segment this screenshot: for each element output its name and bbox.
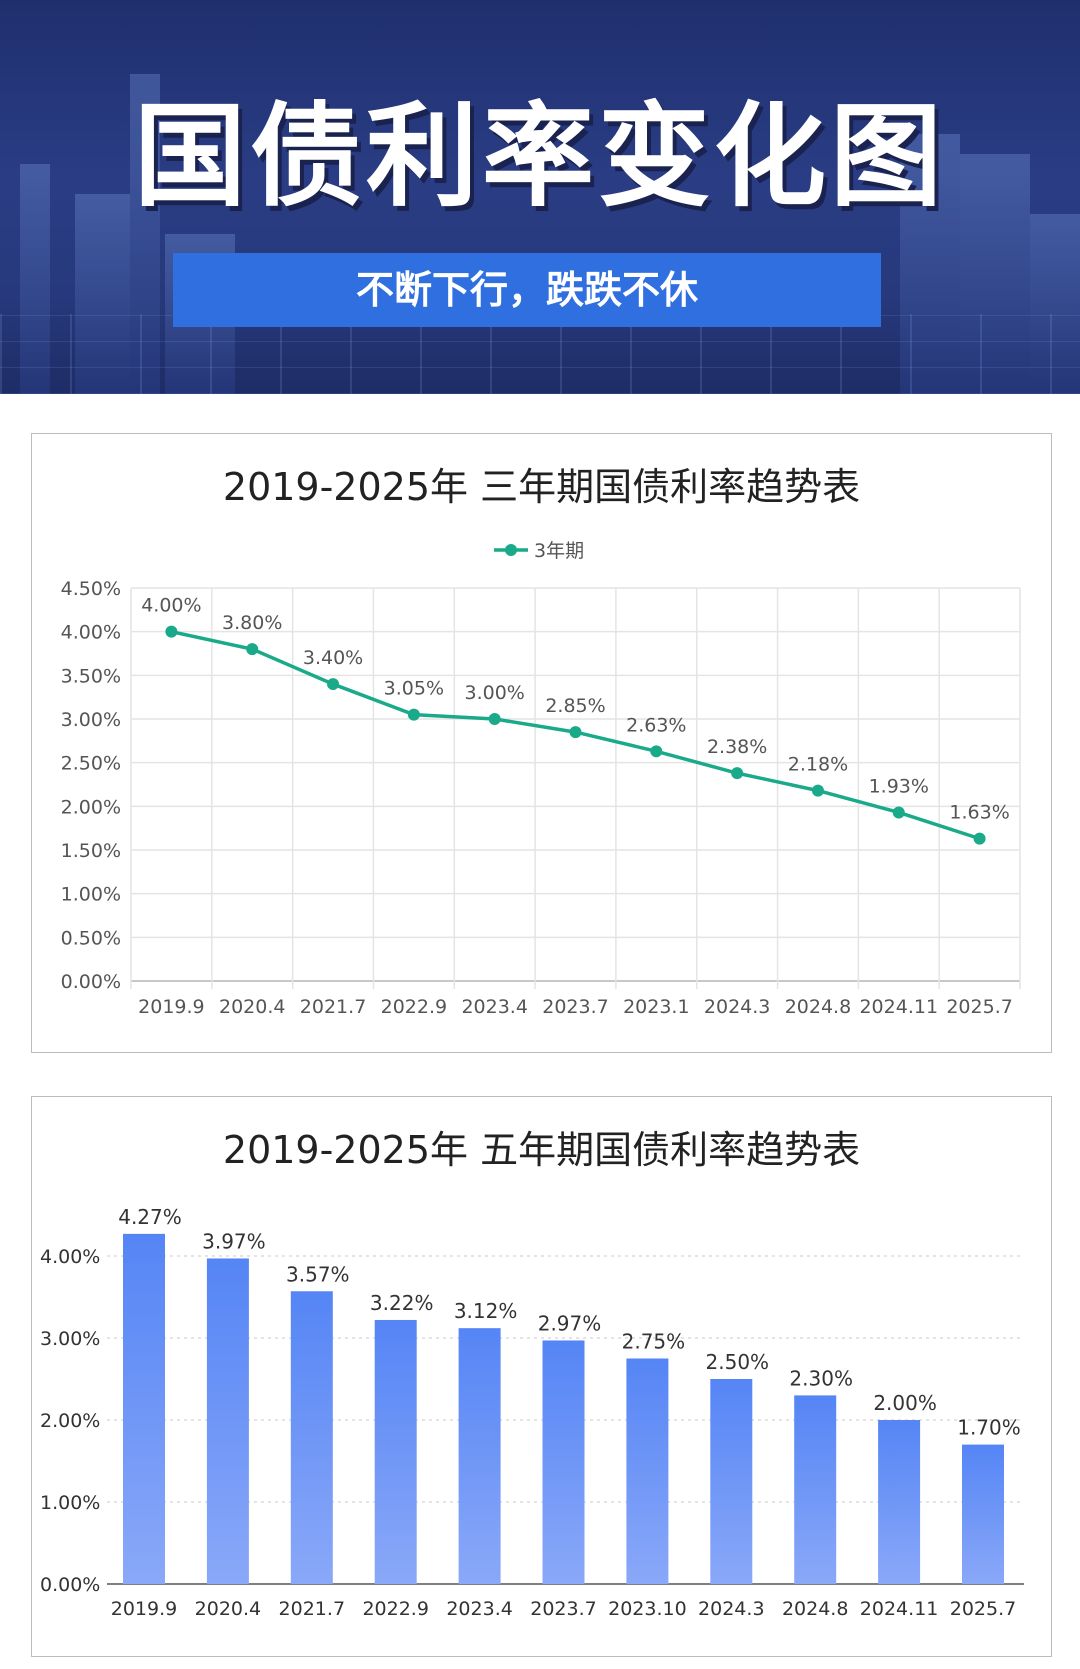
bar xyxy=(794,1395,837,1584)
data-label: 3.57% xyxy=(286,1262,350,1286)
data-label: 2.50% xyxy=(706,1350,770,1374)
y-tick-label: 3.00% xyxy=(61,709,121,731)
x-tick-label: 2025.7 xyxy=(946,996,1012,1018)
bar xyxy=(542,1340,585,1584)
building-graphic xyxy=(900,134,960,394)
data-label: 3.97% xyxy=(202,1229,266,1253)
bar xyxy=(710,1379,753,1584)
legend-label: 3年期 xyxy=(534,540,584,562)
x-tick-label: 2022.9 xyxy=(381,996,447,1018)
y-tick-label: 3.00% xyxy=(40,1328,100,1350)
data-label: 3.00% xyxy=(465,682,525,704)
data-label: 2.00% xyxy=(873,1391,937,1415)
x-tick-label: 2024.3 xyxy=(698,1598,764,1620)
line-chart: 0.00% 0.50% 1.00% 1.50% 2.00% 2.50% 3.00% 3.50%… xyxy=(61,540,1021,1018)
building-graphic xyxy=(1030,214,1080,394)
data-label: 3.05% xyxy=(384,678,444,700)
x-tick-label: 2020.4 xyxy=(219,996,285,1018)
line-chart-card: 2019-2025年 三年期国债利率趋势表 0.00% 0.50% 1.00% 1.5… xyxy=(31,433,1052,1053)
data-point xyxy=(246,643,259,656)
data-point xyxy=(165,625,178,638)
data-point xyxy=(569,726,582,739)
data-label: 1.93% xyxy=(869,775,929,797)
bar xyxy=(962,1444,1004,1584)
data-label: 2.85% xyxy=(545,695,605,717)
data-label: 2.75% xyxy=(622,1330,686,1354)
y-tick-label: 1.00% xyxy=(40,1492,100,1514)
bar xyxy=(123,1233,165,1584)
y-tick-label: 4.50% xyxy=(61,578,121,600)
x-tick-label: 2022.9 xyxy=(362,1598,428,1620)
x-tick-label: 2019.9 xyxy=(138,996,204,1018)
floor-grid-graphic xyxy=(0,314,1080,394)
bar xyxy=(458,1328,501,1584)
y-tick-label: 2.50% xyxy=(61,753,121,775)
page-title: 国债利率变化图 xyxy=(134,92,946,222)
data-label: 3.22% xyxy=(370,1291,434,1315)
data-point xyxy=(650,745,663,758)
data-point xyxy=(973,832,986,845)
y-tick-label: 4.00% xyxy=(40,1246,100,1268)
data-label: 3.12% xyxy=(454,1299,518,1323)
bar xyxy=(374,1319,417,1584)
subtitle-banner: 不断下行，跌跌不休 xyxy=(173,253,881,327)
data-label: 2.38% xyxy=(707,736,767,758)
data-label: 2.63% xyxy=(626,714,686,736)
bar-chart-card: 2019-2025年 五年期国债利率趋势表 0.00% 1.00% 2.00% 3.0… xyxy=(31,1096,1052,1657)
y-tick-label: 1.00% xyxy=(61,884,121,906)
y-tick-label: 2.00% xyxy=(61,796,121,818)
data-label: 1.63% xyxy=(949,802,1009,824)
y-tick-label: 3.50% xyxy=(61,665,121,687)
y-tick-label: 0.00% xyxy=(61,971,121,993)
data-label: 3.80% xyxy=(222,612,282,634)
bar xyxy=(626,1358,669,1584)
x-tick-label: 2021.7 xyxy=(300,996,366,1018)
x-tick-label: 2023.7 xyxy=(530,1598,596,1620)
x-tick-label: 2023.4 xyxy=(446,1598,512,1620)
data-point xyxy=(488,713,501,725)
x-tick-label: 2024.8 xyxy=(785,996,851,1018)
x-tick-label: 2025.7 xyxy=(950,1598,1016,1620)
bar-chart: 0.00% 1.00% 2.00% 3.00% 4.00% 4.27% 2019.9 3.97… xyxy=(40,1205,1024,1620)
bar xyxy=(206,1258,249,1584)
data-point xyxy=(731,767,744,780)
x-tick-label: 2023.10 xyxy=(608,1598,687,1620)
x-tick-label: 2024.11 xyxy=(859,996,938,1018)
y-tick-label: 0.50% xyxy=(61,927,121,949)
header-banner: 国债利率变化图 不断下行，跌跌不休 xyxy=(0,0,1080,394)
x-tick-label: 2019.9 xyxy=(111,1598,177,1620)
data-label: 2.97% xyxy=(538,1311,602,1335)
data-label: 4.00% xyxy=(141,595,201,617)
x-tick-label: 2021.7 xyxy=(279,1598,345,1620)
x-tick-label: 2024.11 xyxy=(860,1598,939,1620)
x-tick-label: 2023.7 xyxy=(542,996,608,1018)
y-tick-label: 2.00% xyxy=(40,1410,100,1432)
legend-marker-icon xyxy=(505,544,517,556)
x-tick-label: 2023.4 xyxy=(461,996,527,1018)
x-tick-label: 2023.1 xyxy=(623,996,689,1018)
y-tick-label: 0.00% xyxy=(40,1574,100,1596)
data-label: 2.18% xyxy=(788,754,848,776)
x-tick-label: 2024.3 xyxy=(704,996,770,1018)
bar xyxy=(878,1420,921,1584)
data-label: 3.40% xyxy=(303,647,363,669)
x-tick-label: 2024.8 xyxy=(782,1598,848,1620)
data-label: 2.30% xyxy=(789,1366,853,1390)
data-point xyxy=(407,708,420,721)
y-tick-label: 1.50% xyxy=(61,840,121,862)
building-graphic xyxy=(960,154,1030,394)
chart-title: 2019-2025年 三年期国债利率趋势表 xyxy=(222,465,861,509)
building-graphic xyxy=(20,164,50,394)
y-tick-label: 4.00% xyxy=(61,622,121,644)
data-point xyxy=(811,784,824,797)
data-point xyxy=(892,806,905,819)
data-point xyxy=(327,678,340,691)
chart-title: 2019-2025年 五年期国债利率趋势表 xyxy=(222,1128,861,1172)
building-graphic xyxy=(75,194,130,394)
building-graphic xyxy=(130,74,160,394)
x-tick-label: 2020.4 xyxy=(195,1598,261,1620)
bar xyxy=(290,1291,333,1584)
data-label: 1.70% xyxy=(957,1416,1021,1440)
data-label: 4.27% xyxy=(118,1205,182,1229)
